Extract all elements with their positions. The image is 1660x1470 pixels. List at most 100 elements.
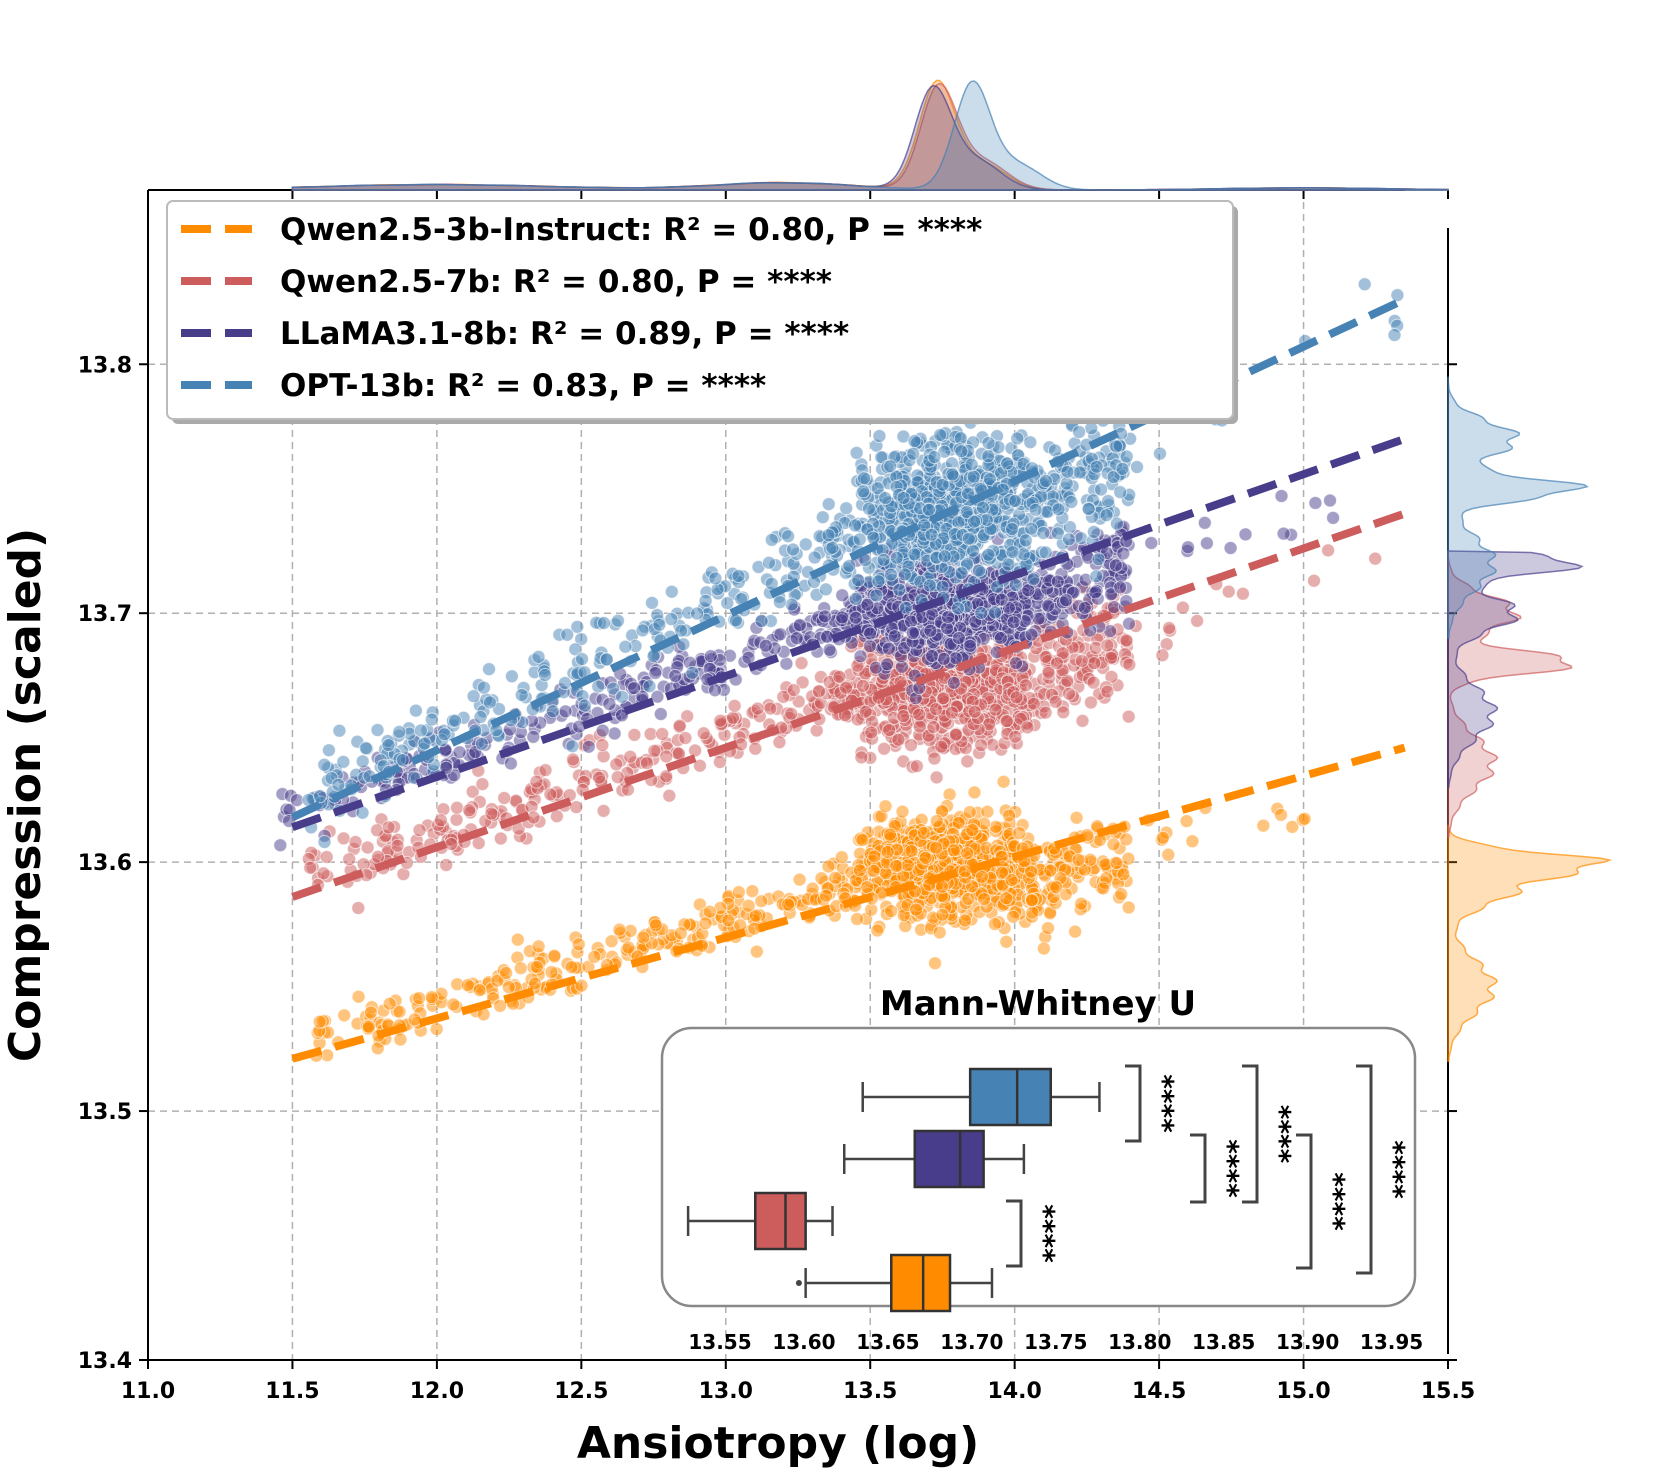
scatter-point-qwen2-5-3b-instruct — [781, 897, 796, 912]
scatter-point-opt-13b — [945, 467, 960, 482]
scatter-point-qwen2-5-3b-instruct — [960, 846, 975, 861]
scatter-point-qwen2-5-7b — [1009, 690, 1024, 705]
scatter-point-qwen2-5-7b — [926, 720, 941, 734]
x-tick-label: 14.5 — [1132, 1379, 1186, 1404]
scatter-point-qwen2-5-3b-instruct — [946, 843, 961, 858]
scatter-point-opt-13b — [1115, 461, 1130, 476]
scatter-point-opt-13b — [906, 446, 921, 461]
scatter-point-qwen2-5-3b-instruct — [749, 944, 764, 959]
scatter-point-llama3-1-8b — [1144, 536, 1159, 550]
scatter-point-opt-13b — [538, 668, 553, 682]
scatter-point-llama3-1-8b — [1238, 527, 1253, 542]
scatter-point-opt-13b — [317, 757, 332, 772]
scatter-point-opt-13b — [413, 723, 428, 738]
scatter-point-qwen2-5-7b — [336, 831, 351, 846]
scatter-point-opt-13b — [889, 550, 904, 565]
scatter-point-llama3-1-8b — [650, 689, 665, 704]
scatter-point-opt-13b — [907, 434, 922, 449]
scatter-point-qwen2-5-7b — [891, 732, 906, 747]
scatter-point-qwen2-5-7b — [595, 738, 610, 753]
scatter-point-qwen2-5-7b — [1018, 678, 1033, 693]
scatter-point-qwen2-5-3b-instruct — [1074, 896, 1089, 911]
right-density-qwen2-5-3b-instruct — [1447, 824, 1613, 1063]
scatter-point-qwen2-5-7b — [412, 823, 427, 838]
scatter-point-opt-13b — [897, 567, 912, 582]
significance-stars: **** — [1212, 1139, 1245, 1198]
scatter-point-qwen2-5-7b — [342, 852, 357, 867]
scatter-point-llama3-1-8b — [817, 609, 832, 624]
scatter-point-qwen2-5-3b-instruct — [501, 980, 516, 995]
x-tick-label: 11.0 — [121, 1379, 175, 1404]
scatter-point-opt-13b — [754, 614, 769, 629]
legend-label-qwen2-5-3b-instruct: Qwen2.5-3b-Instruct: R² = 0.80, P = **** — [280, 212, 982, 248]
box-qwen2-5-7b — [754, 1191, 807, 1251]
scatter-point-qwen2-5-7b — [839, 680, 853, 695]
scatter-point-opt-13b — [473, 710, 488, 724]
top-density-qwen2-5-7b — [291, 82, 1449, 191]
scatter-point-qwen2-5-7b — [927, 751, 942, 766]
scatter-point-qwen2-5-3b-instruct — [312, 1014, 327, 1029]
scatter-point-qwen2-5-3b-instruct — [958, 913, 972, 928]
scatter-point-llama3-1-8b — [1024, 627, 1039, 642]
scatter-point-llama3-1-8b — [923, 623, 938, 638]
scatter-point-opt-13b — [1072, 465, 1087, 480]
scatter-point-qwen2-5-7b — [672, 718, 687, 733]
scatter-point-qwen2-5-7b — [1088, 640, 1103, 655]
scatter-point-llama3-1-8b — [1181, 540, 1195, 555]
scatter-point-opt-13b — [565, 739, 580, 754]
scatter-point-qwen2-5-7b — [659, 749, 674, 764]
scatter-point-opt-13b — [392, 724, 407, 739]
scatter-point-qwen2-5-3b-instruct — [648, 918, 663, 933]
scatter-point-opt-13b — [504, 669, 519, 684]
scatter-point-opt-13b — [966, 469, 981, 484]
scatter-point-qwen2-5-7b — [1190, 613, 1205, 628]
scatter-point-opt-13b — [784, 597, 799, 612]
scatter-point-qwen2-5-3b-instruct — [1043, 863, 1058, 878]
significance-stars: **** — [1318, 1172, 1351, 1231]
scatter-point-opt-13b — [358, 741, 373, 756]
scatter-point-llama3-1-8b — [558, 704, 573, 719]
scatter-point-qwen2-5-7b — [543, 787, 558, 802]
box-llama3-1-8b — [913, 1129, 985, 1189]
scatter-point-opt-13b — [981, 547, 996, 562]
scatter-point-qwen2-5-3b-instruct — [472, 983, 487, 998]
scatter-point-qwen2-5-3b-instruct — [951, 816, 966, 830]
inset-x-tick-label: 13.70 — [940, 1330, 1003, 1354]
scatter-point-opt-13b — [408, 703, 423, 718]
scatter-point-opt-13b — [424, 712, 439, 727]
scatter-point-opt-13b — [698, 593, 713, 608]
scatter-point-opt-13b — [331, 777, 346, 792]
scatter-point-qwen2-5-7b — [529, 774, 544, 789]
y-tick-label: 13.8 — [78, 353, 132, 378]
scatter-point-qwen2-5-7b — [713, 713, 728, 728]
scatter-point-qwen2-5-7b — [1307, 573, 1321, 588]
scatter-point-opt-13b — [1024, 521, 1039, 536]
inset-x-tick-label: 13.85 — [1192, 1330, 1255, 1354]
scatter-point-qwen2-5-3b-instruct — [878, 799, 893, 814]
scatter-point-llama3-1-8b — [863, 626, 878, 641]
scatter-point-qwen2-5-3b-instruct — [918, 850, 933, 865]
scatter-point-qwen2-5-7b — [1000, 714, 1015, 729]
scatter-point-opt-13b — [892, 582, 907, 597]
scatter-point-opt-13b — [1062, 532, 1076, 547]
inset-x-tick-label: 13.90 — [1276, 1330, 1339, 1354]
scatter-point-qwen2-5-3b-instruct — [1121, 851, 1136, 866]
scatter-point-opt-13b — [839, 501, 854, 516]
outlier-qwen2-5-3b-instruct — [795, 1280, 802, 1286]
scatter-point-qwen2-5-3b-instruct — [748, 908, 763, 923]
scatter-point-opt-13b — [1113, 485, 1128, 500]
scatter-point-llama3-1-8b — [1274, 489, 1289, 503]
scatter-point-opt-13b — [1064, 495, 1079, 509]
legend-label-qwen2-5-7b: Qwen2.5-7b: R² = 0.80, P = **** — [280, 264, 832, 300]
scatter-point-llama3-1-8b — [993, 631, 1008, 645]
scatter-point-llama3-1-8b — [963, 638, 978, 653]
scatter-point-llama3-1-8b — [289, 793, 304, 808]
scatter-point-opt-13b — [951, 601, 965, 616]
scatter-point-qwen2-5-3b-instruct — [1024, 864, 1038, 879]
scatter-point-qwen2-5-3b-instruct — [1004, 873, 1019, 887]
scatter-point-qwen2-5-7b — [1119, 633, 1134, 648]
scatter-point-llama3-1-8b — [792, 618, 807, 632]
scatter-point-opt-13b — [1040, 504, 1055, 519]
scatter-point-qwen2-5-7b — [1056, 705, 1071, 720]
scatter-point-qwen2-5-3b-instruct — [636, 930, 651, 945]
